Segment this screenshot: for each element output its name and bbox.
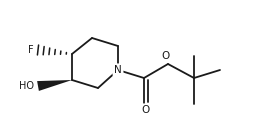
Text: N: N <box>114 65 122 75</box>
Text: O: O <box>142 105 150 115</box>
Text: O: O <box>162 51 170 61</box>
Text: HO: HO <box>19 81 34 91</box>
Polygon shape <box>37 80 72 91</box>
Text: F: F <box>28 45 34 55</box>
